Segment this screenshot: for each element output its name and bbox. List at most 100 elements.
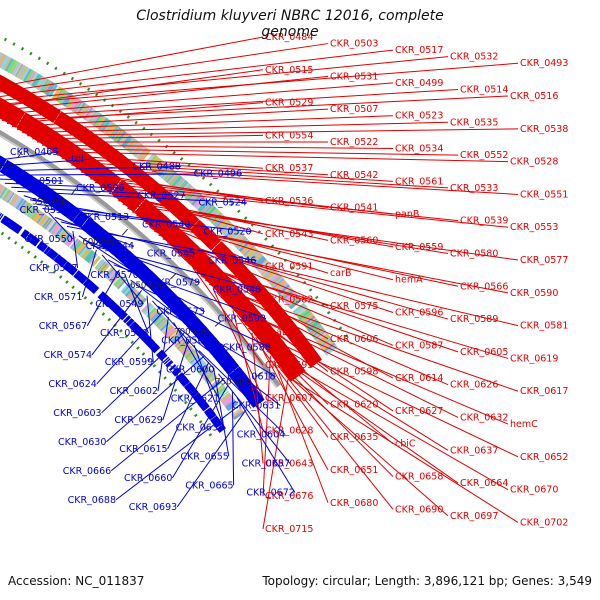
reverse-cds-block [113,244,126,259]
dotted-ring-mark [77,290,82,295]
dotted-ring-mark [101,312,106,316]
annotation-block [175,339,187,350]
forward-gene-leader [122,203,519,261]
reverse-cds-block [111,304,120,313]
forward-gene-label: CKR_0591 [265,262,313,273]
forward-gene-label: CKR_0532 [450,52,498,63]
forward-gene-leader [166,242,519,327]
forward-gene-label: CKR_0697 [450,511,498,522]
dotted-ring-mark [130,340,135,345]
reverse-cds-block [115,307,123,316]
reverse-cds-block [120,313,128,321]
dotted-ring-mark [208,182,213,187]
forward-gene-leader [280,369,449,517]
annotation-block [155,162,167,175]
annotation-block [69,238,79,249]
annotation-block [293,304,307,316]
forward-cds-block [240,272,253,284]
reverse-gene-leader [66,225,257,262]
genome-backbone [0,129,281,389]
reverse-cds-block [30,236,37,244]
reverse-gene-leader [0,173,243,176]
forward-gene-leader [0,49,394,97]
forward-gene-label: CKR_0664 [460,478,508,489]
forward-gene-leader [158,234,394,313]
forward-gene-label: CKR_0628 [265,426,313,437]
scale-label: 700 kbp [174,328,209,338]
dotted-ring-mark [179,157,184,161]
dotted-ring-mark [152,364,157,368]
reverse-cds-block [16,226,23,234]
dotted-ring-mark [46,265,50,269]
forward-gene-leader [145,222,509,294]
forward-gene-leader [208,283,519,392]
scale-tick [214,320,222,327]
reverse-gene-leader [91,289,142,356]
forward-gene-label: CKR_0503 [330,39,378,50]
forward-gene-label: CKR_0606 [330,334,378,345]
dotted-ring-mark [237,209,241,213]
reverse-cds-block [33,239,41,247]
reverse-cds-block [195,396,205,405]
forward-gene-label: CKR_0626 [450,380,498,391]
reverse-cds-block [249,394,263,405]
annotation-block [15,198,25,210]
forward-gene-leader [46,148,459,156]
annotation-block [45,219,55,231]
annotation-block [168,331,179,341]
reverse-gene-leader [17,190,247,204]
annotation-block [19,201,28,212]
reverse-cds-block [89,284,96,291]
reverse-cds-block [206,340,220,351]
annotation-block [38,214,49,227]
forward-gene-leader [32,134,264,140]
forward-cds-block [54,111,64,125]
forward-gene-label: CKR_0507 [330,104,378,115]
dotted-ring-mark [141,352,146,356]
dotted-ring-mark [39,260,44,264]
forward-gene-label: CKR_0542 [330,170,378,181]
reverse-cds-block [44,246,51,255]
reverse-gene-label: CKR_0547 [29,263,77,274]
annotation-block [132,293,142,304]
scale-label: 550 kbp [32,197,67,207]
reverse-cds-block [153,346,161,354]
reverse-cds-block [131,323,138,331]
forward-gene-label: CKR_0539 [460,216,508,227]
annotation-block [221,222,233,234]
dotted-ring-mark [12,42,16,46]
annotation-block [241,243,253,255]
annotation-block [217,219,229,231]
reverse-gene-leader [113,264,267,320]
forward-gene-label: panB [395,209,419,220]
annotation-block [85,251,97,264]
forward-gene-label: hemA [395,275,423,286]
reverse-cds-block [74,270,82,279]
reverse-cds-block [171,367,179,374]
forward-gene-label: CKR_0582 [265,294,313,305]
annotation-block [163,169,176,182]
forward-cds-block [187,217,200,230]
forward-cds-block [192,253,208,269]
reverse-gene-leader [213,367,230,457]
forward-cds-block [100,144,111,157]
forward-gene-leader [188,262,509,359]
forward-gene-leader [284,374,519,523]
reverse-gene-label: CKR_0488 [132,162,180,173]
forward-cds-block [56,113,67,127]
dotted-ring-mark [157,138,161,143]
reverse-cds-block [91,285,100,294]
reverse-gene-label: CKR_0524 [198,198,246,209]
reverse-gene-label: CKR_0506 [76,183,124,194]
annotation-block [58,229,68,240]
reverse-gene-label: CKR_0567 [39,321,87,332]
reverse-cds-block [37,241,45,250]
dotted-ring-mark [95,92,99,97]
forward-gene-label: CKR_0670 [510,485,558,496]
reverse-cds-block [209,342,221,353]
reverse-cds-block [141,334,149,341]
annotation-block [26,205,35,217]
scale-label: 500 kbp [0,161,13,171]
reverse-gene-label: CKR_0579 [152,277,200,288]
